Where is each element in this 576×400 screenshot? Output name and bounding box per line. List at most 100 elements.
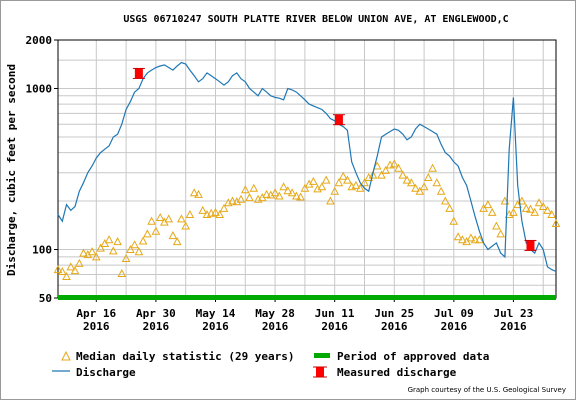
x-tick-label: May 14 <box>196 307 236 320</box>
median-point <box>449 216 459 225</box>
median-point <box>475 235 484 244</box>
x-tick-year-label: 2016 <box>441 320 468 333</box>
median-point <box>134 247 144 256</box>
median-point <box>164 214 174 223</box>
x-tick-year-label: 2016 <box>143 320 170 333</box>
chart-legend: Median daily statistic (29 years) Period… <box>52 350 489 379</box>
median-point <box>219 203 229 212</box>
median-daily-series <box>53 159 561 280</box>
median-point <box>53 265 63 274</box>
median-point <box>479 203 488 212</box>
median-point <box>492 221 501 230</box>
median-point <box>326 196 335 205</box>
median-point <box>292 191 301 200</box>
median-point <box>483 200 493 209</box>
median-point <box>172 237 182 246</box>
median-point <box>270 188 280 197</box>
median-point <box>368 170 378 179</box>
median-point <box>304 179 314 188</box>
median-point <box>440 196 450 205</box>
y-axis-label: Discharge, cubic feet per second <box>5 64 18 276</box>
median-point <box>381 165 391 174</box>
median-point <box>117 268 127 277</box>
x-tick-year-label: 2016 <box>321 320 348 333</box>
median-point <box>66 262 76 271</box>
median-point <box>283 186 293 195</box>
median-point <box>496 229 506 238</box>
chart-grid <box>58 40 556 298</box>
median-point <box>355 183 365 192</box>
approved-data-band-bar <box>58 295 556 300</box>
median-point <box>530 207 540 216</box>
median-point <box>402 175 412 184</box>
median-point <box>547 209 557 218</box>
median-point <box>411 183 420 192</box>
median-point <box>317 182 327 191</box>
median-point <box>143 229 152 238</box>
median-point <box>121 253 131 262</box>
median-point <box>389 159 399 168</box>
legend-median-label: Median daily statistic (29 years) <box>76 350 295 363</box>
x-tick-label: Jun 11 <box>315 307 355 320</box>
median-point <box>334 178 344 187</box>
median-point <box>262 189 271 198</box>
x-tick-label: Jun 25 <box>374 307 414 320</box>
median-point <box>245 193 254 202</box>
median-point <box>189 188 199 197</box>
median-point <box>198 205 208 214</box>
credit-text: Graph courtesy of the U.S. Geological Su… <box>408 386 566 394</box>
chart-title: USGS 06710247 SOUTH PLATTE RIVER BELOW U… <box>123 14 508 25</box>
median-point <box>551 218 561 227</box>
legend-median-triangle-icon <box>61 350 71 361</box>
median-point <box>360 178 369 187</box>
median-point <box>419 182 429 191</box>
median-point <box>394 163 403 172</box>
median-point <box>517 196 527 205</box>
median-point <box>521 203 531 212</box>
median-point <box>453 232 463 241</box>
median-point <box>130 240 139 249</box>
median-point <box>279 182 288 191</box>
median-point <box>91 252 101 261</box>
median-point <box>211 207 220 216</box>
median-point <box>104 235 114 244</box>
median-point <box>330 186 340 195</box>
y-tick-label: 2000 <box>26 34 53 47</box>
x-tick-label: May 28 <box>255 307 295 320</box>
approved-data-band <box>58 295 556 300</box>
legend-approved-label: Period of approved data <box>337 350 489 363</box>
median-point <box>338 171 348 180</box>
median-point <box>100 238 110 247</box>
median-point <box>428 163 437 172</box>
median-point <box>249 183 259 192</box>
median-point <box>57 266 67 275</box>
median-point <box>543 205 552 214</box>
median-point <box>351 180 361 189</box>
x-tick-year-label: 2016 <box>262 320 289 333</box>
x-tick-year-label: 2016 <box>83 320 110 333</box>
median-point <box>194 189 203 198</box>
x-tick-label: Apr 16 <box>76 307 116 320</box>
plot-area <box>57 39 557 299</box>
median-point <box>70 266 80 275</box>
legend-approved-band-icon <box>314 353 330 358</box>
median-point <box>181 221 191 230</box>
median-point <box>108 246 118 255</box>
x-tick-year-label: 2016 <box>381 320 408 333</box>
median-point <box>274 191 284 200</box>
median-point <box>534 198 544 207</box>
median-point <box>79 248 88 257</box>
median-point <box>147 216 156 225</box>
median-point <box>432 178 442 187</box>
median-point <box>445 203 454 212</box>
x-tick-label: Jul 23 <box>494 307 534 320</box>
y-tick-label: 100 <box>32 244 52 257</box>
median-point <box>113 237 122 246</box>
median-point <box>458 235 467 244</box>
y-axis: 50 100 1000 2000 <box>26 34 58 305</box>
median-point <box>398 170 408 179</box>
x-tick-label: Apr 30 <box>136 307 176 320</box>
legend-measured-marker-icon <box>313 366 327 378</box>
y-tick-label: 1000 <box>26 82 53 95</box>
